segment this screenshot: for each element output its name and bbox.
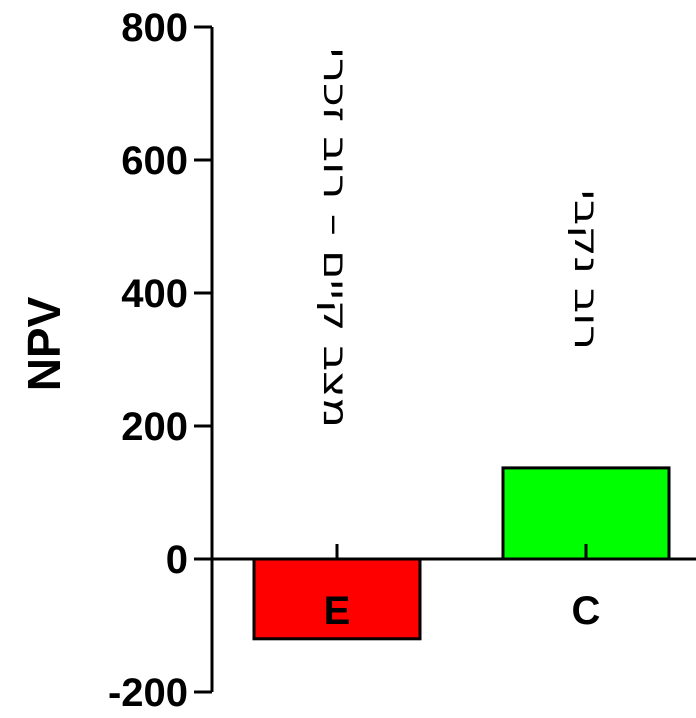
y-tick-label: 200 bbox=[121, 405, 188, 449]
y-tick-label: 600 bbox=[121, 139, 188, 183]
category-label-C: C bbox=[572, 589, 601, 633]
category-label-E: E bbox=[324, 589, 351, 633]
y-tick-label: 800 bbox=[121, 6, 188, 50]
y-tick-label: 0 bbox=[166, 538, 188, 582]
bars bbox=[252, 466, 671, 641]
bar-C bbox=[501, 466, 671, 561]
y-tick-label: 400 bbox=[121, 272, 188, 316]
y-axis-title: NPV bbox=[18, 296, 70, 391]
bar-annotations: מצב קיים – רוב זכרי רוב נקבי bbox=[315, 48, 606, 428]
bar-annotation: רוב נקבי bbox=[566, 190, 606, 350]
y-axis-ticks: 800 600 400 200 0 -200 bbox=[108, 6, 212, 715]
y-tick-label: -200 bbox=[108, 671, 188, 715]
bar-annotation: מצב קיים – רוב זכרי bbox=[315, 48, 355, 428]
